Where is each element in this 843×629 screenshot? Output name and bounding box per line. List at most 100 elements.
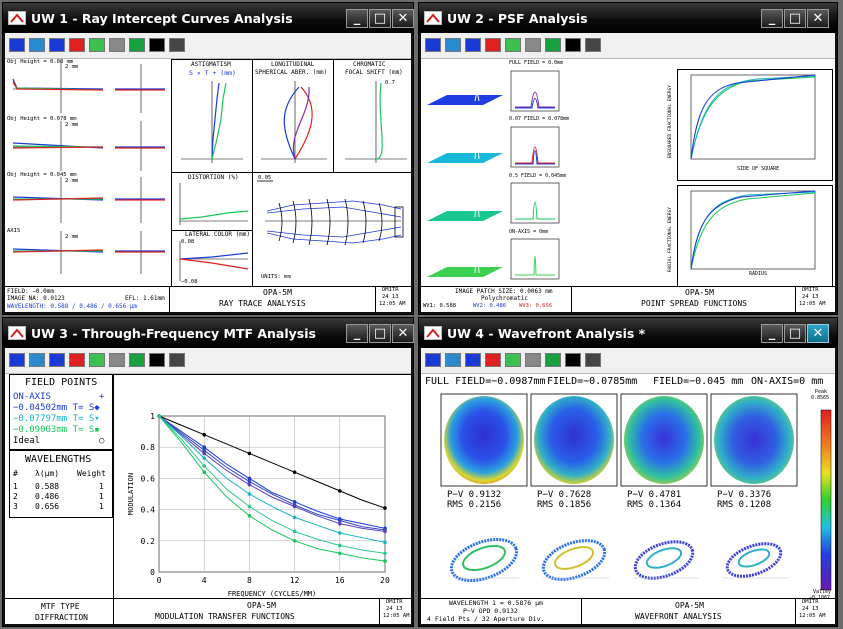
- analysis-footer: MTF TYPE DIFFRACTION OPA-5M MODULATION T…: [5, 598, 411, 624]
- bar-target-icon[interactable]: [565, 38, 581, 52]
- chrom-tick: 0.7: [385, 80, 395, 86]
- astig-title: ASTIGMATISM: [191, 61, 231, 68]
- wave-rms: RMS 0.2156: [447, 500, 502, 510]
- minimize-button[interactable]: _: [346, 324, 368, 343]
- ray-intercept-icon[interactable]: [69, 38, 85, 52]
- title-bar[interactable]: UW 4 - Wavefront Analysis * _ □ ✕: [419, 318, 837, 348]
- title-bar[interactable]: UW 1 - Ray Intercept Curves Analysis _ □…: [3, 3, 414, 33]
- mtf-series-line: [158, 415, 386, 509]
- wave-rms: RMS 0.1364: [627, 500, 682, 510]
- close-button[interactable]: ✕: [807, 324, 829, 343]
- mtf-series-line: [158, 415, 386, 554]
- wave-header: FULL FIELD=−0.0987mm: [425, 376, 546, 387]
- spot-diagram-icon[interactable]: [465, 38, 481, 52]
- footer-wavelength: WAVELENGTH: 0.588 / 0.486 / 0.656 μm: [7, 303, 138, 310]
- footer-pv: P−V OPD 0.9132: [463, 607, 518, 615]
- mtf-point: [338, 521, 342, 526]
- window-mtf[interactable]: UW 3 - Through-Frequency MTF Analysis _ …: [2, 317, 414, 627]
- analysis-footer: IMAGE PATCH SIZE: 0.0063 mm Polychromati…: [421, 286, 835, 312]
- window-psf[interactable]: UW 2 - PSF Analysis _ □ ✕ FULL FIELD = 0…: [418, 2, 838, 315]
- ray-fan-icon[interactable]: [29, 38, 45, 52]
- psf-icon[interactable]: [525, 353, 541, 367]
- move-icon[interactable]: [585, 353, 601, 367]
- field-point-item: Ideal: [13, 436, 41, 446]
- title-bar[interactable]: UW 3 - Through-Frequency MTF Analysis _ …: [3, 318, 414, 348]
- wavelength-cell: 1: [99, 482, 104, 491]
- move-icon[interactable]: [169, 353, 185, 367]
- wavefront-content: FULL FIELD=−0.0987mm FIELD=−0.0785mm FIE…: [421, 374, 835, 624]
- mtf-icon[interactable]: [505, 38, 521, 52]
- ray-intercept-icon[interactable]: [485, 38, 501, 52]
- window-wavefront[interactable]: UW 4 - Wavefront Analysis * _ □ ✕ FULL F…: [418, 317, 838, 627]
- maximize-button[interactable]: □: [369, 9, 391, 28]
- lens-layout-icon[interactable]: [425, 38, 441, 52]
- ray-intercept-icon[interactable]: [485, 353, 501, 367]
- wavefront-icon[interactable]: [129, 353, 145, 367]
- maximize-button[interactable]: □: [784, 9, 806, 28]
- spot-diagram-icon[interactable]: [49, 353, 65, 367]
- spot-diagram-icon[interactable]: [465, 353, 481, 367]
- footer-poly: Polychromatic: [481, 295, 528, 302]
- psf-field-label: ON-AXIS = 0mm: [509, 229, 549, 235]
- ray-content: Obj Height = 0.00 mm Obj Height = 0.078 …: [5, 59, 411, 312]
- move-icon[interactable]: [585, 38, 601, 52]
- psf-icon[interactable]: [109, 353, 125, 367]
- wavefront-icon[interactable]: [129, 38, 145, 52]
- footer-wv2: WV2: 0.486: [473, 303, 507, 309]
- footer-date: 24 13: [802, 606, 819, 612]
- close-button[interactable]: ✕: [392, 9, 414, 28]
- bar-target-icon[interactable]: [149, 38, 165, 52]
- ray-fan-icon[interactable]: [29, 353, 45, 367]
- move-icon[interactable]: [169, 38, 185, 52]
- lateral-bottom: −0.08: [181, 279, 198, 285]
- scale-label: 2 mm: [65, 178, 79, 184]
- wavefront-icon[interactable]: [545, 38, 561, 52]
- lens-layout-icon[interactable]: [425, 353, 441, 367]
- wl-head-lambda: λ(μm): [35, 469, 60, 478]
- maximize-button[interactable]: □: [369, 324, 391, 343]
- minimize-button[interactable]: _: [761, 9, 783, 28]
- bar-target-icon[interactable]: [149, 353, 165, 367]
- lateral-color-title: LATERAL COLOR (mm): [185, 231, 251, 238]
- ray-intercept-icon[interactable]: [69, 353, 85, 367]
- lateral-top: 0.08: [181, 239, 195, 245]
- field-point-item: −0.09003mm T= S▪: [13, 425, 100, 435]
- ray-fan-icon[interactable]: [445, 38, 461, 52]
- x-tick-label: 12: [290, 576, 300, 585]
- bar-target-icon[interactable]: [565, 353, 581, 367]
- mtf-point: [338, 543, 342, 548]
- ray-fan-icon[interactable]: [445, 353, 461, 367]
- footer-type: RAY TRACE ANALYSIS: [219, 299, 306, 308]
- close-button[interactable]: ✕: [392, 324, 414, 343]
- mtf-icon[interactable]: [505, 353, 521, 367]
- psf-icon[interactable]: [109, 38, 125, 52]
- footer-name: OPA-5M: [675, 601, 704, 610]
- minimize-button[interactable]: _: [346, 9, 368, 28]
- energy-curves: [690, 74, 816, 270]
- valley-label: Valley: [813, 589, 832, 595]
- lens-layout-icon[interactable]: [9, 38, 25, 52]
- window-ray-intercept[interactable]: UW 1 - Ray Intercept Curves Analysis _ □…: [2, 2, 414, 315]
- close-button[interactable]: ✕: [807, 9, 829, 28]
- mtf-icon[interactable]: [89, 38, 105, 52]
- wavelength-cell: 1: [99, 492, 104, 501]
- lens-layout-icon[interactable]: [9, 353, 25, 367]
- field-label: Obj Height = 0.045 mm: [7, 172, 77, 178]
- title-bar[interactable]: UW 2 - PSF Analysis _ □ ✕: [419, 3, 837, 33]
- minimize-button[interactable]: _: [761, 324, 783, 343]
- maximize-button[interactable]: □: [784, 324, 806, 343]
- footer-user: DMITR: [382, 287, 399, 293]
- scale-label: 2 mm: [65, 234, 79, 240]
- radial-ylabel: RADIAL FRACTIONAL ENERGY: [668, 207, 673, 273]
- spot-diagram-icon[interactable]: [49, 38, 65, 52]
- wavefront-icon[interactable]: [545, 353, 561, 367]
- mtf-point: [338, 489, 342, 493]
- footer-time: 12:05 AM: [799, 301, 826, 307]
- mtf-icon[interactable]: [89, 353, 105, 367]
- mtf-point: [202, 451, 206, 456]
- footer-na: IMAGE NA: 0.0123: [7, 295, 65, 302]
- ensquared-ylabel: ENSQUARED FRACTIONAL ENERGY: [668, 85, 673, 159]
- mtf-content: FIELD POINTS ON-AXIS + −0.04502mm T= S◆ −0.…: [5, 374, 411, 624]
- psf-3d-plots: [427, 70, 560, 280]
- psf-icon[interactable]: [525, 38, 541, 52]
